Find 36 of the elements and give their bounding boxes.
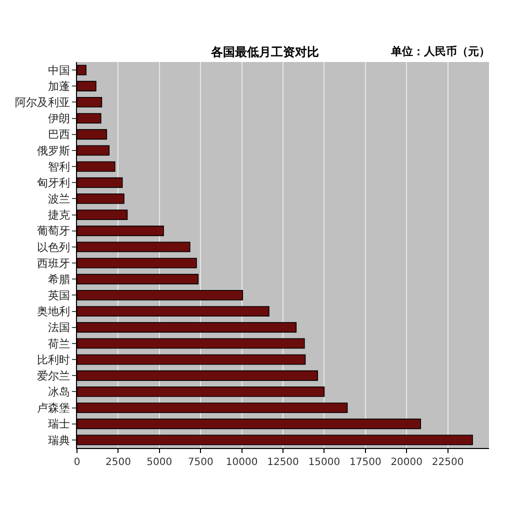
x-tick-label: 22500	[432, 457, 464, 468]
y-tick-label: 奥地利	[36, 305, 70, 318]
y-tick-label: 智利	[48, 160, 70, 174]
y-tick-label: 匈牙利	[36, 176, 70, 190]
y-tick-label: 荷兰	[48, 337, 70, 350]
y-tick-label: 法国	[48, 321, 70, 334]
y-tick-label: 阿尔及利亚	[14, 96, 70, 110]
x-tick-label: 15000	[308, 457, 340, 468]
y-tick-label: 巴西	[48, 128, 70, 142]
y-tick-label: 葡萄牙	[36, 224, 70, 238]
y-tick-label: 爱尔兰	[36, 369, 70, 382]
text: 单位：人民币（元）	[390, 45, 490, 58]
y-tick-label: 冰岛	[48, 386, 70, 399]
y-tick-label: 中国	[48, 64, 70, 77]
x-tick-label: 2500	[105, 457, 131, 468]
y-tick-label: 以色列	[36, 240, 70, 254]
x-tick-label: 20000	[390, 457, 423, 468]
y-tick-label: 英国	[48, 289, 70, 302]
y-tick-label: 伊朗	[48, 112, 70, 126]
x-tick-label: 12500	[267, 457, 299, 468]
y-tick-label: 俄罗斯	[36, 144, 70, 158]
y-tick-label: 希腊	[48, 272, 70, 286]
x-tick-label: 0	[74, 457, 80, 468]
y-tick-label: 比利时	[36, 353, 70, 366]
x-tick-label: 5000	[146, 457, 172, 468]
x-tick-label: 17500	[349, 457, 382, 468]
y-tick-label: 捷克	[48, 208, 70, 222]
y-tick-label: 西班牙	[36, 256, 70, 270]
chart-title: 各国最低月工资对比	[210, 45, 319, 60]
y-tick-label: 加蓬	[48, 80, 70, 93]
y-tick-label: 卢森堡	[36, 402, 70, 415]
y-tick-label: 瑞典	[48, 434, 70, 447]
x-tick-label: 10000	[226, 457, 258, 468]
x-tick-label: 7500	[188, 457, 214, 468]
y-tick-label: 波兰	[48, 192, 70, 206]
y-tick-label: 瑞士	[48, 418, 70, 431]
